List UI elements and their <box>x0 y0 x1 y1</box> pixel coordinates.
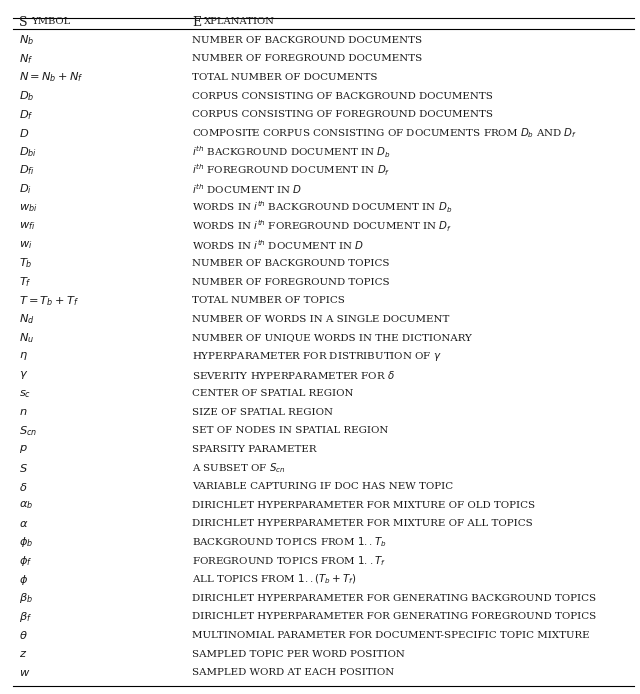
Text: DIRICHLET HYPERPARAMETER FOR GENERATING FOREGROUND TOPICS: DIRICHLET HYPERPARAMETER FOR GENERATING … <box>192 612 596 621</box>
Text: $D_i$: $D_i$ <box>19 183 32 196</box>
Text: $i^{th}$ BACKGROUND DOCUMENT IN $D_b$: $i^{th}$ BACKGROUND DOCUMENT IN $D_b$ <box>192 144 391 160</box>
Text: $p$: $p$ <box>19 443 28 455</box>
Text: NUMBER OF UNIQUE WORDS IN THE DICTIONARY: NUMBER OF UNIQUE WORDS IN THE DICTIONARY <box>192 333 472 342</box>
Text: $\theta$: $\theta$ <box>19 629 28 641</box>
Text: $T_b$: $T_b$ <box>19 257 33 271</box>
Text: SET OF NODES IN SPATIAL REGION: SET OF NODES IN SPATIAL REGION <box>192 426 388 435</box>
Text: $w_{fi}$: $w_{fi}$ <box>19 221 35 232</box>
Text: NUMBER OF BACKGROUND DOCUMENTS: NUMBER OF BACKGROUND DOCUMENTS <box>192 36 422 45</box>
Text: SIZE OF SPATIAL REGION: SIZE OF SPATIAL REGION <box>192 408 333 417</box>
Text: CORPUS CONSISTING OF BACKGROUND DOCUMENTS: CORPUS CONSISTING OF BACKGROUND DOCUMENT… <box>192 92 493 101</box>
Text: YMBOL: YMBOL <box>31 17 70 26</box>
Text: $\beta_b$: $\beta_b$ <box>19 591 33 605</box>
Text: $T_f$: $T_f$ <box>19 276 32 289</box>
Text: $N = N_b + N_f$: $N = N_b + N_f$ <box>19 71 84 85</box>
Text: MULTINOMIAL PARAMETER FOR DOCUMENT-SPECIFIC TOPIC MIXTURE: MULTINOMIAL PARAMETER FOR DOCUMENT-SPECI… <box>192 631 589 640</box>
Text: TOTAL NUMBER OF TOPICS: TOTAL NUMBER OF TOPICS <box>192 296 345 305</box>
Text: $T = T_b + T_f$: $T = T_b + T_f$ <box>19 294 79 307</box>
Text: TOTAL NUMBER OF DOCUMENTS: TOTAL NUMBER OF DOCUMENTS <box>192 73 378 82</box>
Text: A SUBSET OF $S_{cn}$: A SUBSET OF $S_{cn}$ <box>192 462 286 475</box>
Text: $w$: $w$ <box>19 668 31 677</box>
Text: DIRICHLET HYPERPARAMETER FOR GENERATING BACKGROUND TOPICS: DIRICHLET HYPERPARAMETER FOR GENERATING … <box>192 594 596 603</box>
Text: $i^{th}$ FOREGROUND DOCUMENT IN $D_f$: $i^{th}$ FOREGROUND DOCUMENT IN $D_f$ <box>192 162 390 178</box>
Text: NUMBER OF FOREGROUND TOPICS: NUMBER OF FOREGROUND TOPICS <box>192 278 390 287</box>
Text: $w_i$: $w_i$ <box>19 239 33 251</box>
Text: WORDS IN $i^{th}$ DOCUMENT IN $D$: WORDS IN $i^{th}$ DOCUMENT IN $D$ <box>192 238 364 252</box>
Text: $D_{fi}$: $D_{fi}$ <box>19 164 35 178</box>
Text: SPARSITY PARAMETER: SPARSITY PARAMETER <box>192 445 317 454</box>
Text: $N_f$: $N_f$ <box>19 52 33 66</box>
Text: SAMPLED TOPIC PER WORD POSITION: SAMPLED TOPIC PER WORD POSITION <box>192 650 405 659</box>
Text: CORPUS CONSISTING OF FOREGROUND DOCUMENTS: CORPUS CONSISTING OF FOREGROUND DOCUMENT… <box>192 110 493 119</box>
Text: DIRICHLET HYPERPARAMETER FOR MIXTURE OF OLD TOPICS: DIRICHLET HYPERPARAMETER FOR MIXTURE OF … <box>192 501 535 510</box>
Text: FOREGROUND TOPICS FROM $1..T_f$: FOREGROUND TOPICS FROM $1..T_f$ <box>192 555 386 568</box>
Text: $\phi_f$: $\phi_f$ <box>19 554 33 568</box>
Text: E: E <box>192 16 201 29</box>
Text: COMPOSITE CORPUS CONSISTING OF DOCUMENTS FROM $D_b$ AND $D_f$: COMPOSITE CORPUS CONSISTING OF DOCUMENTS… <box>192 126 577 140</box>
Text: BACKGROUND TOPICS FROM $1..T_b$: BACKGROUND TOPICS FROM $1..T_b$ <box>192 536 387 550</box>
Text: $S$: $S$ <box>19 462 28 474</box>
Text: XPLANATION: XPLANATION <box>204 17 275 26</box>
Text: $S_{cn}$: $S_{cn}$ <box>19 424 37 438</box>
Text: $\alpha_b$: $\alpha_b$ <box>19 500 33 511</box>
Text: $i^{th}$ DOCUMENT IN $D$: $i^{th}$ DOCUMENT IN $D$ <box>192 183 302 196</box>
Text: ALL TOPICS FROM $1..(T_b + T_f)$: ALL TOPICS FROM $1..(T_b + T_f)$ <box>192 573 356 586</box>
Text: NUMBER OF WORDS IN A SINGLE DOCUMENT: NUMBER OF WORDS IN A SINGLE DOCUMENT <box>192 315 449 324</box>
Text: NUMBER OF BACKGROUND TOPICS: NUMBER OF BACKGROUND TOPICS <box>192 259 390 268</box>
Text: $n$: $n$ <box>19 407 28 417</box>
Text: $N_d$: $N_d$ <box>19 312 35 326</box>
Text: VARIABLE CAPTURING IF DOC HAS NEW TOPIC: VARIABLE CAPTURING IF DOC HAS NEW TOPIC <box>192 482 453 491</box>
Text: WORDS IN $i^{th}$ BACKGROUND DOCUMENT IN $D_b$: WORDS IN $i^{th}$ BACKGROUND DOCUMENT IN… <box>192 200 452 216</box>
Text: $\gamma$: $\gamma$ <box>19 369 28 381</box>
Text: $\beta_f$: $\beta_f$ <box>19 610 32 624</box>
Text: $\phi_b$: $\phi_b$ <box>19 536 33 550</box>
Text: $\delta$: $\delta$ <box>19 481 28 493</box>
Text: WORDS IN $i^{th}$ FOREGROUND DOCUMENT IN $D_f$: WORDS IN $i^{th}$ FOREGROUND DOCUMENT IN… <box>192 219 452 234</box>
Text: $z$: $z$ <box>19 649 28 659</box>
Text: SEVERITY HYPERPARAMETER FOR $\delta$: SEVERITY HYPERPARAMETER FOR $\delta$ <box>192 369 395 381</box>
Text: SAMPLED WORD AT EACH POSITION: SAMPLED WORD AT EACH POSITION <box>192 668 394 677</box>
Text: $D_{bi}$: $D_{bi}$ <box>19 145 37 159</box>
Text: $D$: $D$ <box>19 127 29 139</box>
Text: $\eta$: $\eta$ <box>19 350 28 362</box>
Text: $D_f$: $D_f$ <box>19 108 34 121</box>
Text: HYPERPARAMETER FOR DISTRIBUTION OF $\gamma$: HYPERPARAMETER FOR DISTRIBUTION OF $\gam… <box>192 350 442 363</box>
Text: CENTER OF SPATIAL REGION: CENTER OF SPATIAL REGION <box>192 389 353 398</box>
Text: DIRICHLET HYPERPARAMETER FOR MIXTURE OF ALL TOPICS: DIRICHLET HYPERPARAMETER FOR MIXTURE OF … <box>192 519 532 528</box>
Text: NUMBER OF FOREGROUND DOCUMENTS: NUMBER OF FOREGROUND DOCUMENTS <box>192 54 422 63</box>
Text: $D_b$: $D_b$ <box>19 90 35 103</box>
Text: $\alpha$: $\alpha$ <box>19 519 29 529</box>
Text: $s_c$: $s_c$ <box>19 388 31 400</box>
Text: $\phi$: $\phi$ <box>19 573 28 586</box>
Text: S: S <box>19 16 28 29</box>
Text: $N_u$: $N_u$ <box>19 331 35 345</box>
Text: $N_b$: $N_b$ <box>19 33 35 47</box>
Text: $w_{bi}$: $w_{bi}$ <box>19 202 38 214</box>
